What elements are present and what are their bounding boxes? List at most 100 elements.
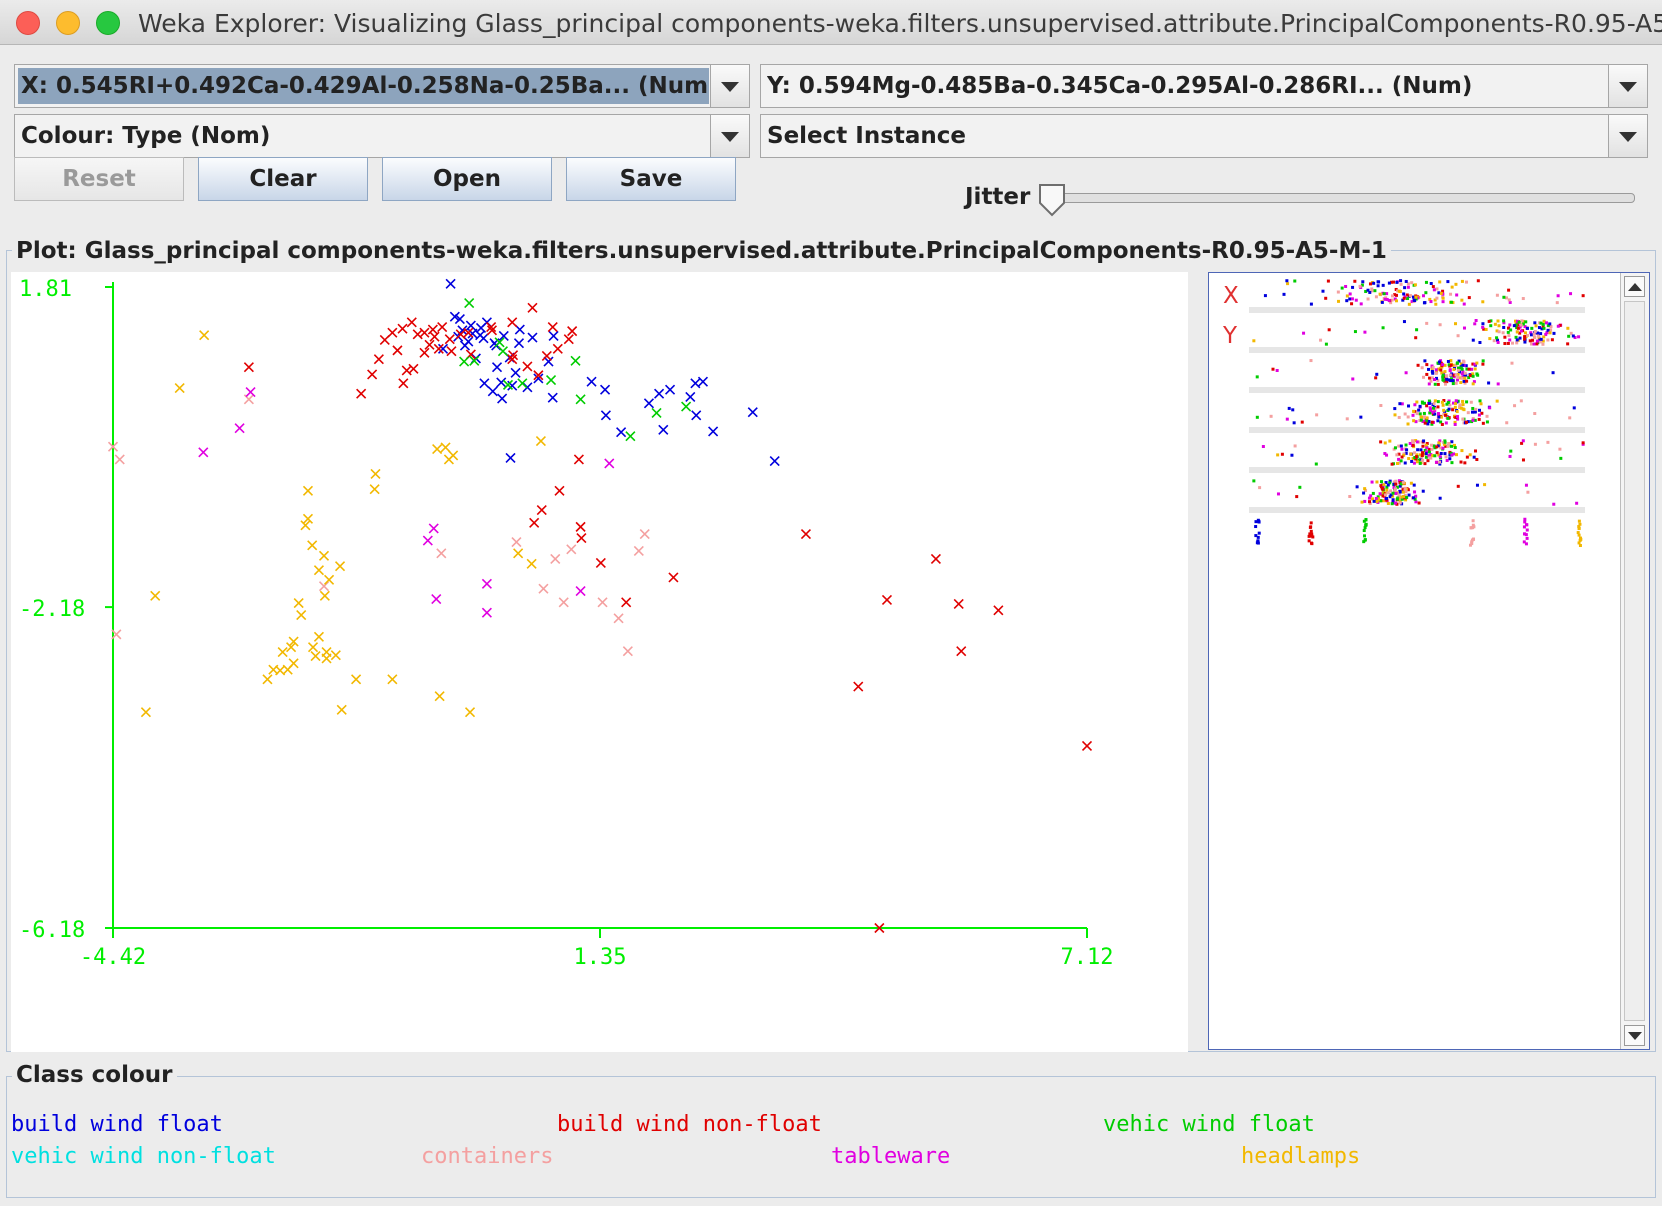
- data-point: [174, 383, 185, 394]
- attribute-dot: [1535, 339, 1539, 343]
- matrix-y-label: Y: [1223, 323, 1238, 349]
- attribute-dot: [1475, 483, 1479, 487]
- chevron-down-icon[interactable]: [710, 115, 749, 157]
- attribute-bars[interactable]: [1209, 273, 1623, 1049]
- attribute-dot: [1434, 302, 1438, 306]
- attribute-dot: [1453, 420, 1457, 424]
- title-bar: Weka Explorer: Visualizing Glass_princip…: [0, 0, 1662, 45]
- data-point: [685, 391, 696, 402]
- attribute-dot: [1458, 370, 1462, 374]
- attribute-dot: [1399, 459, 1403, 463]
- save-button[interactable]: Save: [566, 157, 736, 201]
- attribute-dot: [1455, 361, 1459, 365]
- class-strip: [1249, 517, 1585, 547]
- jitter-slider-track[interactable]: [1040, 193, 1635, 203]
- attribute-dot: [1423, 359, 1427, 363]
- attribute-dot: [1395, 461, 1399, 465]
- attribute-dot: [1431, 371, 1435, 375]
- attribute-dot: [1422, 419, 1426, 423]
- data-point: [433, 343, 444, 354]
- attribute-dot: [1417, 408, 1421, 412]
- attribute-strip: [1249, 357, 1585, 393]
- chevron-down-icon[interactable]: [1608, 115, 1647, 157]
- attribute-dot: [1395, 485, 1399, 489]
- attribute-dot: [1545, 331, 1549, 335]
- data-point: [747, 407, 758, 418]
- attribute-dot: [1549, 325, 1553, 329]
- attribute-dot: [1471, 362, 1475, 366]
- attribute-dot: [1413, 283, 1417, 287]
- attribute-dot: [1295, 495, 1299, 499]
- zoom-window-button[interactable]: [96, 11, 120, 35]
- data-point: [613, 613, 624, 624]
- attribute-dot: [1524, 320, 1528, 324]
- attribute-dot: [1533, 412, 1537, 416]
- class-legend-item[interactable]: tableware: [831, 1144, 951, 1169]
- attribute-scrollbar[interactable]: [1620, 273, 1649, 1049]
- scroll-down-button[interactable]: [1624, 1025, 1645, 1046]
- attribute-dot: [1442, 408, 1446, 412]
- attribute-dot: [1441, 296, 1445, 300]
- minimize-window-button[interactable]: [56, 11, 80, 35]
- open-button[interactable]: Open: [382, 157, 552, 201]
- attribute-panel[interactable]: X Y: [1208, 272, 1650, 1050]
- class-strip-bg: [1249, 517, 1585, 547]
- attribute-dot: [1433, 378, 1437, 382]
- attribute-dot: [1451, 379, 1455, 383]
- attribute-dot: [1321, 289, 1325, 293]
- class-dot: [1577, 525, 1581, 529]
- close-window-button[interactable]: [16, 11, 40, 35]
- class-dot: [1362, 529, 1366, 533]
- attribute-strip-divider: [1249, 507, 1585, 513]
- data-point: [302, 485, 314, 496]
- attribute-dot: [1437, 360, 1441, 364]
- clear-button[interactable]: Clear: [198, 157, 368, 201]
- data-point: [454, 314, 465, 325]
- attribute-dot: [1481, 325, 1485, 329]
- attribute-dot: [1418, 453, 1422, 457]
- jitter-slider-thumb[interactable]: [1037, 183, 1067, 217]
- attribute-dot: [1358, 284, 1362, 288]
- select-instance-select[interactable]: Select Instance: [760, 114, 1648, 158]
- chevron-down-icon[interactable]: [710, 65, 749, 107]
- attribute-dot: [1390, 298, 1394, 302]
- x-axis-select[interactable]: X: 0.545RI+0.492Ca-0.429Al-0.258Na-0.25B…: [14, 64, 750, 108]
- attribute-dot: [1435, 445, 1439, 449]
- attribute-dot: [1393, 293, 1397, 297]
- attribute-dot: [1276, 492, 1280, 496]
- data-point: [443, 454, 454, 465]
- class-legend-item[interactable]: build wind non-float: [557, 1112, 822, 1137]
- class-legend-item[interactable]: headlamps: [1241, 1144, 1361, 1169]
- attribute-dot: [1406, 282, 1410, 286]
- scroll-track[interactable]: [1624, 301, 1645, 1021]
- data-point: [293, 598, 304, 609]
- colour-select[interactable]: Colour: Type (Nom): [14, 114, 750, 158]
- attribute-dot: [1462, 379, 1466, 383]
- attribute-dot: [1456, 372, 1460, 376]
- chevron-down-icon[interactable]: [1608, 65, 1647, 107]
- attribute-dot: [1467, 367, 1471, 371]
- attribute-dot: [1374, 295, 1378, 299]
- y-axis-select[interactable]: Y: 0.594Mg-0.485Ba-0.345Ca-0.295Al-0.286…: [760, 64, 1648, 108]
- class-legend-item[interactable]: build wind float: [11, 1112, 223, 1137]
- class-dot: [1577, 533, 1581, 537]
- attribute-dot: [1453, 446, 1457, 450]
- reset-button[interactable]: Reset: [14, 157, 184, 201]
- attribute-dot: [1536, 334, 1540, 338]
- attribute-dot: [1450, 444, 1454, 448]
- attribute-dot: [1533, 329, 1537, 333]
- attribute-dot: [1437, 415, 1441, 419]
- attribute-dot: [1255, 375, 1259, 379]
- scroll-up-button[interactable]: [1624, 276, 1645, 297]
- class-legend-item[interactable]: vehic wind non-float: [11, 1144, 276, 1169]
- class-legend-item[interactable]: containers: [421, 1144, 554, 1169]
- attribute-dot: [1516, 326, 1520, 330]
- class-legend-item[interactable]: vehic wind float: [1103, 1112, 1315, 1137]
- class-dot: [1362, 519, 1366, 523]
- data-point: [643, 398, 655, 409]
- attribute-dot: [1415, 460, 1419, 464]
- attribute-dot: [1438, 460, 1442, 464]
- scatter-plot[interactable]: 1.81 -2.18 -6.18 -4.42 1.35 7.12: [11, 272, 1188, 1052]
- data-point: [330, 650, 341, 661]
- scatter-plot-canvas[interactable]: 1.81 -2.18 -6.18-4.42 1.35 7.12: [11, 272, 1188, 1052]
